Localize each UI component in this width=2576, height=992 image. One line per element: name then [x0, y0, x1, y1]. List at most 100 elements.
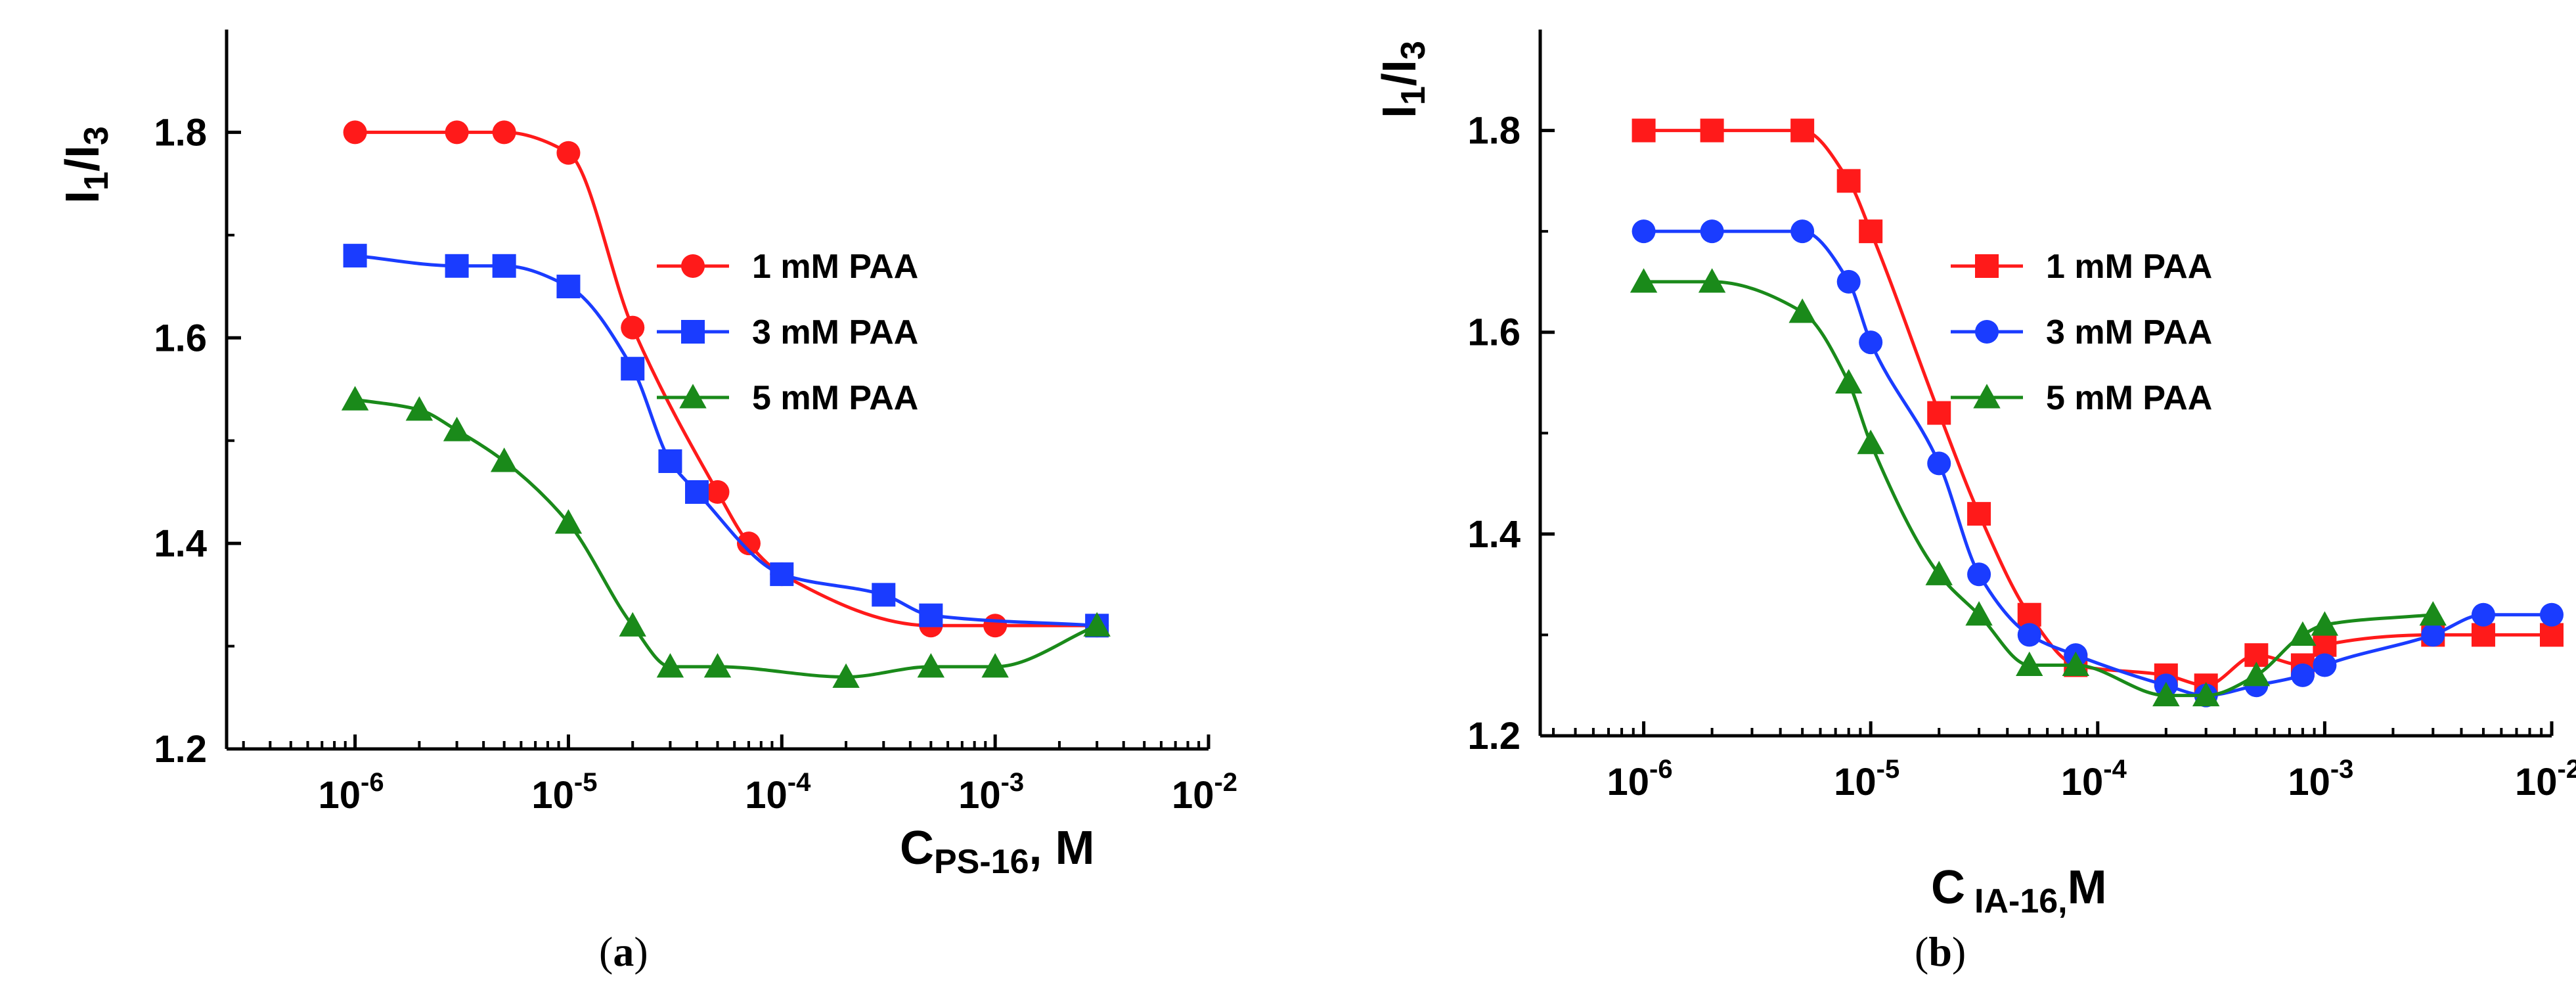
panel-b-legend-marker	[1975, 254, 1999, 278]
panel-a-point-5-mm-paa	[490, 447, 518, 472]
panel-a-legend-entry: 1 mM PAA	[657, 248, 918, 286]
panel-b-legend-entry: 3 mM PAA	[1951, 313, 2212, 351]
panel-b-point-1-mm-paa	[2540, 623, 2564, 647]
panel-b-point-3-mm-paa	[2017, 623, 2041, 647]
panel-a-point-3-mm-paa	[621, 357, 645, 381]
panel-b-line-1-mm-paa	[1643, 129, 2552, 687]
panel-b-point-5-mm-paa	[2152, 681, 2180, 707]
panel-a-x-tick-label: 10-2	[1172, 768, 1237, 817]
panel-b-legend-label: 5 mM PAA	[2046, 379, 2212, 417]
panel-b-legend-marker	[1973, 384, 2001, 409]
panel-a-point-3-mm-paa	[445, 254, 469, 278]
panel-a-y-tick-label: 1.2	[154, 728, 207, 771]
panel-a-x-tick-label: 10-3	[958, 768, 1024, 817]
panel-b-point-1-mm-paa	[2017, 602, 2041, 627]
panel-a-x-tick-label: 10-5	[531, 768, 597, 817]
panel-b-point-5-mm-paa	[2242, 662, 2271, 687]
panel-b-point-5-mm-paa	[2289, 621, 2317, 646]
panel-b-point-3-mm-paa	[2313, 653, 2337, 677]
panel-b-point-3-mm-paa	[1967, 562, 1991, 587]
panel-b-point-3-mm-paa	[2421, 623, 2445, 647]
panel-a-point-1-mm-paa	[736, 531, 761, 556]
panel-b-series-5-mm-paa	[1630, 268, 2447, 707]
panel-b-point-5-mm-paa	[2419, 601, 2447, 626]
panel-a-point-5-mm-paa	[554, 509, 583, 534]
panel-b-point-3-mm-paa	[2471, 602, 2495, 627]
panel-a-point-5-mm-paa	[917, 653, 945, 678]
panel-b-y-tick-label: 1.6	[1467, 311, 1521, 354]
panel-a-point-5-mm-paa	[443, 417, 471, 441]
panel-b-point-3-mm-paa	[1836, 269, 1861, 294]
panel-a-ylabel: I1/I3	[56, 126, 116, 204]
panel-b-point-5-mm-paa	[2062, 651, 2089, 677]
panel-a-point-3-mm-paa	[872, 583, 896, 607]
panel-b-x-tick-label: 10-5	[1834, 755, 1899, 803]
panel-b-point-1-mm-paa	[1967, 502, 1991, 526]
panel-b-ylabel: I1/I3	[1373, 41, 1432, 118]
panel-b-point-1-mm-paa	[1700, 118, 1724, 143]
panel-b-x-tick-label: 10-3	[2288, 755, 2353, 803]
panel-b-legend-entry: 1 mM PAA	[1951, 248, 2212, 286]
panel-a-point-5-mm-paa	[1083, 612, 1111, 637]
panel-a-label: (a)	[599, 928, 648, 975]
panel-a-point-5-mm-paa	[341, 386, 369, 411]
panel-a-point-5-mm-paa	[619, 612, 646, 637]
panel-a-legend-marker	[679, 384, 707, 409]
panel-a-point-1-mm-paa	[705, 480, 730, 504]
panel-a-legend-marker	[681, 320, 705, 344]
panel-a-point-3-mm-paa	[343, 244, 367, 268]
panel-b-xlabel: C IA-16,M	[1931, 861, 2107, 920]
panel-b-point-3-mm-paa	[1859, 330, 1883, 355]
panel-b-legend-marker	[1975, 320, 1999, 344]
panel-b-point-5-mm-paa	[1630, 268, 1658, 293]
panel-b-point-5-mm-paa	[2192, 681, 2220, 707]
panel-b-point-5-mm-paa	[1857, 429, 1884, 455]
panel-b: I1/I3 C IA-16,M (b)	[1373, 41, 2107, 975]
panel-a-x-tick-label: 10-6	[319, 768, 384, 817]
panel-a-y-tick-label: 1.8	[154, 111, 207, 154]
panel-a-point-5-mm-paa	[832, 663, 860, 688]
panel-a-point-3-mm-paa	[492, 254, 516, 278]
panel-a-point-5-mm-paa	[703, 653, 732, 678]
panel-b-point-5-mm-paa	[1834, 369, 1863, 394]
panel-b-point-3-mm-paa	[1700, 219, 1724, 244]
panel-b-point-5-mm-paa	[2016, 651, 2043, 677]
panel-b-x-tick-label: 10-2	[2515, 755, 2576, 803]
panel-b-line-3-mm-paa	[1643, 229, 2552, 698]
panel-b-point-1-mm-paa	[1790, 118, 1815, 143]
panel-a-point-3-mm-paa	[556, 275, 581, 299]
panel-a-legend-label: 3 mM PAA	[752, 313, 918, 351]
panel-a-legend-entry: 5 mM PAA	[657, 379, 918, 417]
panel-b-x-tick-label: 10-4	[2061, 755, 2127, 803]
panel-a-line-1-mm-paa	[355, 130, 1098, 627]
panel-a-point-1-mm-paa	[556, 141, 581, 165]
panel-b-point-5-mm-paa	[2311, 611, 2339, 636]
panel-b-point-1-mm-paa	[2471, 623, 2495, 647]
panel-b-point-5-mm-paa	[1698, 268, 1726, 293]
panel-b-y-tick-label: 1.2	[1467, 715, 1521, 757]
panel-a-series-1-mm-paa	[343, 120, 1109, 638]
panel-b-point-5-mm-paa	[1925, 560, 1953, 585]
panel-b-legend-label: 1 mM PAA	[2046, 248, 2212, 286]
panel-a-legend-entry: 3 mM PAA	[657, 313, 918, 351]
panel-a-series-5-mm-paa	[341, 386, 1111, 688]
panel-b-x-tick-label: 10-6	[1607, 755, 1673, 803]
panel-b-point-1-mm-paa	[2313, 633, 2337, 657]
panel-b-series-3-mm-paa	[1632, 219, 2564, 708]
panel-b-point-3-mm-paa	[1632, 219, 1656, 244]
panel-b-label: (b)	[1915, 928, 1966, 975]
panel-b-legend-label: 3 mM PAA	[2046, 313, 2212, 351]
panel-a-series-3-mm-paa	[343, 244, 1109, 638]
panel-a-point-1-mm-paa	[445, 120, 469, 145]
panel-b-point-1-mm-paa	[1927, 401, 1951, 425]
panel-a-point-5-mm-paa	[981, 653, 1009, 678]
panel-a-point-5-mm-paa	[656, 653, 684, 678]
panel-b-y-tick-label: 1.4	[1467, 513, 1521, 556]
panel-b-point-1-mm-paa	[1836, 169, 1861, 193]
panel-a-legend-marker	[681, 254, 705, 278]
panel-a-point-1-mm-paa	[343, 120, 367, 145]
panel-a-x-tick-label: 10-4	[745, 768, 811, 817]
panel-b-point-5-mm-paa	[1965, 601, 1993, 626]
panel-b-legend-entry: 5 mM PAA	[1951, 379, 2212, 417]
